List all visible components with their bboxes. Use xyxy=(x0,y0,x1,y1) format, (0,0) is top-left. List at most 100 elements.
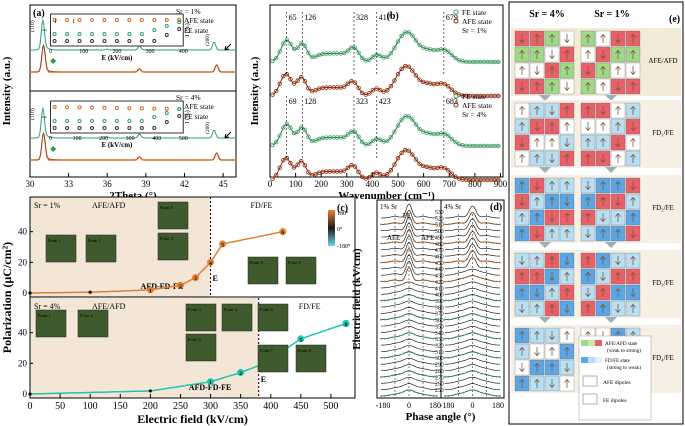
afe-xrd-point xyxy=(229,71,232,73)
inset-point xyxy=(52,39,57,43)
afe-xrd-point xyxy=(80,71,82,73)
arrow-up-icon xyxy=(534,362,540,372)
inset-x-tick-label: 400 xyxy=(152,136,161,142)
arrow-down-icon xyxy=(564,197,570,207)
histogram-point xyxy=(432,261,435,264)
histogram-point xyxy=(469,251,472,254)
row-label: FD₄/FE xyxy=(652,354,674,362)
fe-raman-point xyxy=(388,135,394,140)
histogram-point xyxy=(491,394,494,397)
thumbnail-label: Point 1 xyxy=(38,313,51,318)
transition-arrow-icon xyxy=(539,242,551,248)
fe-raman-point xyxy=(273,55,279,61)
inset-point xyxy=(114,126,119,130)
afe-xrd-point xyxy=(180,159,183,161)
histogram-point xyxy=(413,352,416,355)
fe-raman-point xyxy=(377,137,383,142)
histogram-point xyxy=(391,298,394,301)
phase-histogram xyxy=(381,281,437,289)
afe-raman-point xyxy=(277,165,282,171)
arrow-down-icon xyxy=(600,50,606,60)
fe-xrd-curve xyxy=(30,106,236,139)
afe-xrd-point xyxy=(123,159,126,161)
x-tick-label: 900 xyxy=(494,179,508,189)
inset-point xyxy=(52,32,57,36)
y-tick-label: 460 xyxy=(435,255,444,261)
afe-raman-point xyxy=(302,163,308,168)
afe-xrd-point xyxy=(38,70,41,72)
afe-xrd-point xyxy=(188,71,191,73)
fe-raman-point xyxy=(359,55,365,61)
afe-raman-point xyxy=(442,81,447,87)
inset-point xyxy=(152,18,157,22)
x-tick-label: 0 xyxy=(471,401,475,410)
histogram-point xyxy=(488,393,490,396)
afe-xrd-point xyxy=(132,159,135,161)
afe-xrd-point xyxy=(195,71,198,73)
x-tick-label: 100 xyxy=(289,179,303,189)
afe-xrd-point xyxy=(194,71,197,73)
afe-xrd-point xyxy=(191,159,194,161)
x-tick-label: 200 xyxy=(314,179,328,189)
inset-point xyxy=(65,18,70,22)
inset-point xyxy=(102,105,107,110)
data-point xyxy=(148,389,152,393)
fe-raman-curve xyxy=(272,115,500,147)
afe-xrd-point xyxy=(56,71,59,73)
afe-xrd-point xyxy=(171,71,174,73)
afe-xrd-point xyxy=(208,159,211,161)
inset-point xyxy=(89,18,94,22)
afe-xrd-point xyxy=(47,70,50,73)
fe-raman-point xyxy=(406,114,411,119)
histogram-point xyxy=(458,278,461,280)
afe-raman-point xyxy=(446,168,451,173)
inset-point xyxy=(89,119,94,123)
afe-xrd-point xyxy=(64,159,67,161)
arrow-up-icon xyxy=(615,121,621,131)
inset-x-tick-label: 100 xyxy=(79,49,88,55)
arrow-down-icon xyxy=(519,197,525,207)
afe-xrd-point xyxy=(182,159,184,161)
arrow-up-icon xyxy=(519,287,525,297)
afe-xrd-point xyxy=(228,71,231,73)
histogram-point xyxy=(417,260,420,263)
histogram-point xyxy=(395,316,397,319)
histogram-point xyxy=(424,393,427,396)
inset-point xyxy=(127,18,132,22)
histogram-point xyxy=(491,318,494,320)
phase-histogram xyxy=(444,364,501,371)
afe-xrd-point xyxy=(138,68,141,70)
row-label: FD₂/FE xyxy=(652,204,674,212)
afe-xrd-point xyxy=(69,71,72,73)
afe-xrd-point xyxy=(186,71,189,73)
histogram-point xyxy=(380,376,382,378)
x-tick-label: 0 xyxy=(28,401,33,412)
legend-fe-label: FE state xyxy=(462,92,487,101)
peak-label: 69 xyxy=(289,97,297,106)
afe-xrd-point xyxy=(178,159,181,161)
x-tick-label: -180 xyxy=(376,401,391,410)
histogram-point xyxy=(458,241,461,243)
afe-xrd-point xyxy=(144,71,147,73)
y-tick-label: 330 xyxy=(435,337,444,343)
histogram-point xyxy=(436,223,438,226)
transition-arrow-icon xyxy=(605,95,617,101)
labeled-point-label: 5 xyxy=(299,337,302,343)
fe-raman-point xyxy=(299,125,304,130)
afe-xrd-point xyxy=(134,71,136,73)
afe-xrd-point xyxy=(121,159,124,161)
afe-xrd-point xyxy=(168,159,170,161)
afe-xrd-point xyxy=(129,159,132,161)
afe-xrd-point xyxy=(199,71,201,73)
afe-raman-point xyxy=(306,170,311,175)
colorbar-max: 180° xyxy=(337,210,349,217)
histogram-point xyxy=(428,241,431,244)
x-tick-label: 39 xyxy=(141,179,151,189)
afe-xrd-point xyxy=(135,70,138,73)
histogram-point xyxy=(413,314,416,317)
histogram-point xyxy=(444,261,446,264)
histogram-point xyxy=(387,394,390,397)
afe-xrd-point xyxy=(163,71,166,73)
histogram-point xyxy=(444,376,446,378)
arrow-up-icon xyxy=(585,137,591,147)
